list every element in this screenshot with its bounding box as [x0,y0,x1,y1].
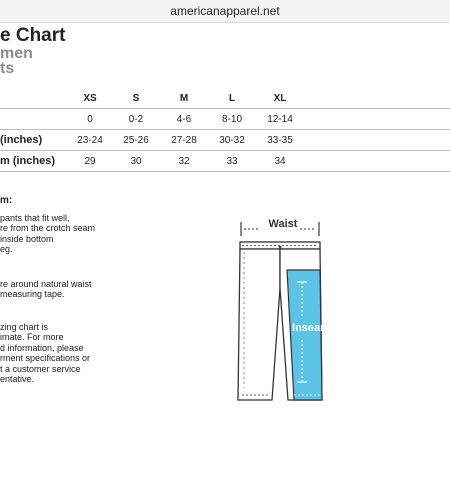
table-cell: 0-2 [112,108,160,130]
table-header-cell: S [112,88,160,109]
table-cell: 29 [68,150,112,172]
pants-illustration [237,222,323,401]
table-header-cell: XL [256,88,304,109]
size-chart-table: XS S M L XL 0 0-2 4-6 8-10 12-14 (inches… [0,88,450,172]
table-row: m (inches) 29 30 32 33 34 [0,150,450,172]
table-cell [340,108,376,130]
page-title: e Chart men ts [0,25,66,77]
title-category: men [0,45,33,62]
table-header-cell: L [208,88,256,109]
table-cell: 33-35 [256,129,304,151]
table-cell: 34 [256,150,304,172]
table-cell [412,129,450,151]
table-cell: 0 [68,108,112,130]
waist-instructions: re around natural waist measuring tape. [0,278,92,300]
table-cell [376,129,412,151]
table-header-cell [376,88,412,109]
table-cell: 30-32 [208,129,256,151]
table-cell [412,150,450,172]
table-cell: 32 [160,150,208,172]
table-cell: 25-26 [112,129,160,151]
table-cell [304,108,340,130]
table-header-cell: M [160,88,208,109]
table-cell [412,108,450,130]
title-size-chart: e Chart [0,25,66,46]
table-cell [340,150,376,172]
title-product: ts [0,60,15,77]
table-cell [340,129,376,151]
table-row: 0 0-2 4-6 8-10 12-14 [0,108,450,130]
row-label [0,108,68,130]
table-cell: 33 [208,150,256,172]
table-cell [376,150,412,172]
table-row: (inches) 23-24 25-26 27-28 30-32 33-35 [0,129,450,151]
row-label: (inches) [0,129,68,151]
pants-diagram: Waist Inseam [230,218,350,408]
inseam-label: Inseam [292,322,330,334]
address-bar: americanapparel.net [0,0,450,23]
row-label: m (inches) [0,150,68,172]
inseam-highlight [286,269,323,401]
table-header-cell: XS [68,88,112,109]
table-cell [376,108,412,130]
table-cell: 23-24 [68,129,112,151]
waist-label: Waist [268,218,298,230]
table-cell [304,129,340,151]
table-cell: 12-14 [256,108,304,130]
table-cell: 4-6 [160,108,208,130]
table-cell: 8-10 [208,108,256,130]
table-header-cell [304,88,340,109]
table-header-cell [0,88,68,109]
inseam-instructions: pants that fit well, re from the crotch … [0,212,96,255]
table-header-cell [340,88,376,109]
table-cell [304,150,340,172]
table-header-row: XS S M L XL [0,88,450,109]
disclaimer-text: zing chart is imate. For more d informat… [0,321,91,385]
table-cell: 30 [112,150,160,172]
measuring-notes: m: pants that fit well, re from the crot… [0,195,220,409]
notes-heading: m: [0,195,13,206]
table-header-cell [412,88,450,109]
table-cell: 27-28 [160,129,208,151]
site-domain: americanapparel.net [170,4,280,18]
